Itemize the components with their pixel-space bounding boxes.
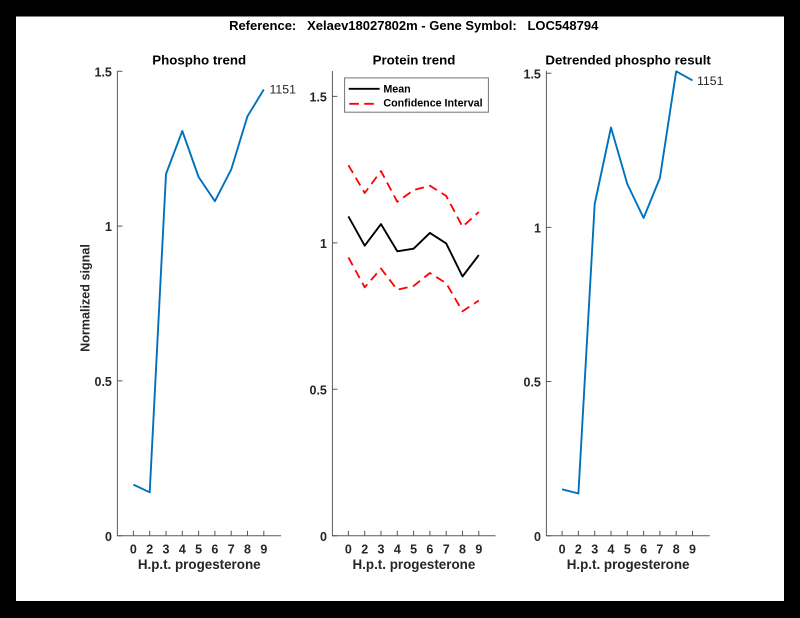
svg-text:1.5: 1.5: [310, 91, 327, 105]
svg-text:9: 9: [475, 543, 482, 557]
svg-text:4: 4: [394, 543, 401, 557]
svg-text:0.5: 0.5: [95, 375, 112, 389]
svg-text:7: 7: [443, 543, 450, 557]
svg-text:5: 5: [195, 543, 202, 557]
svg-text:2: 2: [575, 543, 582, 557]
svg-text:2: 2: [146, 543, 153, 557]
svg-text:H.p.t. progesterone: H.p.t. progesterone: [567, 557, 690, 572]
svg-text:Phospho trend: Phospho trend: [152, 52, 246, 67]
svg-text:6: 6: [211, 543, 218, 557]
svg-text:0: 0: [130, 543, 137, 557]
svg-text:7: 7: [656, 543, 663, 557]
svg-text:Normalized signal: Normalized signal: [79, 244, 93, 352]
svg-text:8: 8: [459, 543, 466, 557]
svg-text:5: 5: [410, 543, 417, 557]
svg-text:3: 3: [163, 543, 170, 557]
svg-text:9: 9: [260, 543, 267, 557]
svg-text:0: 0: [559, 543, 566, 557]
svg-text:1151: 1151: [270, 83, 297, 97]
svg-text:Mean: Mean: [383, 84, 410, 96]
svg-text:9: 9: [689, 543, 696, 557]
svg-text:8: 8: [244, 543, 251, 557]
svg-text:0: 0: [105, 530, 112, 544]
svg-text:0.5: 0.5: [524, 376, 541, 390]
svg-text:0.5: 0.5: [310, 383, 327, 397]
svg-text:1.5: 1.5: [524, 67, 541, 81]
svg-text:0: 0: [534, 530, 541, 544]
svg-text:1: 1: [320, 237, 327, 251]
svg-text:Reference: Xelaev18027802m -: Reference: Xelaev18027802m - Gene Symbol…: [229, 18, 599, 33]
svg-text:2: 2: [361, 543, 368, 557]
svg-text:Protein trend: Protein trend: [373, 52, 456, 67]
svg-text:H.p.t. progesterone: H.p.t. progesterone: [138, 557, 261, 572]
svg-text:8: 8: [673, 543, 680, 557]
svg-text:3: 3: [591, 543, 598, 557]
svg-text:7: 7: [228, 543, 235, 557]
svg-text:1.5: 1.5: [95, 65, 112, 79]
svg-text:H.p.t. progesterone: H.p.t. progesterone: [353, 557, 476, 572]
svg-text:3: 3: [378, 543, 385, 557]
svg-text:4: 4: [608, 543, 615, 557]
svg-text:5: 5: [624, 543, 631, 557]
svg-text:Detrended phospho result: Detrended phospho result: [545, 52, 711, 67]
svg-text:6: 6: [640, 543, 647, 557]
svg-text:0: 0: [320, 530, 327, 544]
svg-text:1: 1: [534, 222, 541, 236]
svg-text:1151: 1151: [697, 74, 724, 88]
svg-text:6: 6: [426, 543, 433, 557]
svg-text:4: 4: [179, 543, 186, 557]
svg-text:1: 1: [105, 220, 112, 234]
svg-text:Confidence Interval: Confidence Interval: [383, 98, 482, 110]
svg-text:0: 0: [345, 543, 352, 557]
